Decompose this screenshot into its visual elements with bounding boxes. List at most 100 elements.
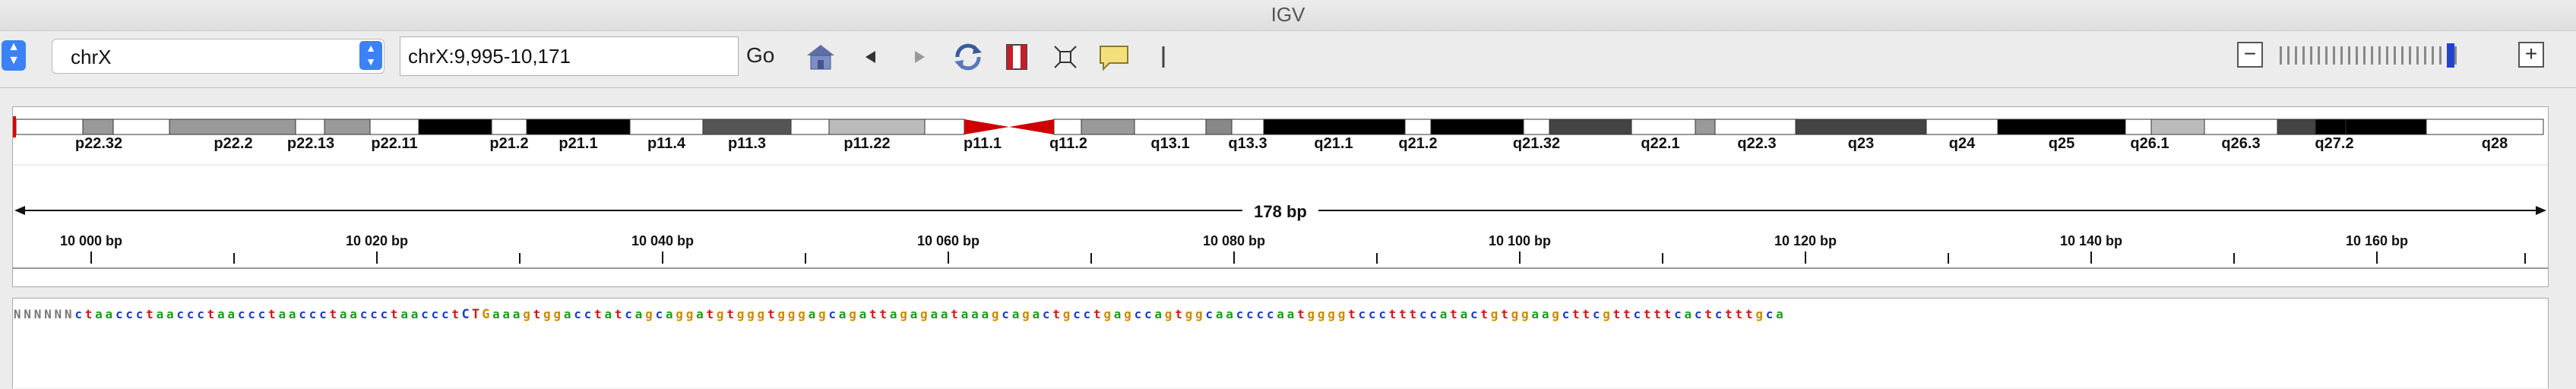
base: g	[1490, 307, 1498, 321]
resize-icon[interactable]	[1052, 42, 1079, 72]
zoom-tick[interactable]	[2454, 46, 2457, 65]
zoom-tick[interactable]	[2386, 46, 2388, 65]
base: t	[1582, 307, 1590, 321]
base: a	[1541, 307, 1549, 321]
zoom-tick[interactable]	[2378, 46, 2381, 65]
zoom-tick[interactable]	[2409, 46, 2411, 65]
base: a	[604, 307, 612, 321]
base: a	[1286, 307, 1295, 321]
span-arrow-left	[14, 206, 25, 215]
base: a	[95, 307, 103, 321]
base: c	[431, 307, 439, 321]
chromosome-dropdown[interactable]: chrX ▲ ▼	[52, 39, 385, 74]
base: c	[1073, 307, 1081, 321]
refresh-icon[interactable]	[951, 42, 985, 72]
band-label: p21.1	[559, 135, 597, 152]
base: t	[1450, 307, 1457, 321]
ideogram-band	[295, 119, 325, 135]
zoom-tick[interactable]	[2424, 46, 2426, 65]
base: t	[1388, 307, 1397, 321]
zoom-tick[interactable]	[2333, 46, 2335, 65]
ideogram-band	[1134, 119, 1207, 135]
locus-input[interactable]: chrX:9,995-10,171	[400, 36, 739, 76]
base: c	[1236, 307, 1244, 321]
zoom-tick[interactable]	[2439, 46, 2442, 65]
base: a	[808, 307, 816, 321]
zoom-tick[interactable]	[2302, 46, 2305, 65]
base: g	[1511, 307, 1519, 321]
base: c	[828, 307, 837, 321]
ideogram-band	[526, 119, 631, 135]
base: g	[849, 307, 856, 321]
band-label: q24	[1949, 135, 1976, 152]
base: c	[125, 307, 133, 321]
zoom-tick[interactable]	[2348, 46, 2350, 65]
span-label-bg	[1242, 200, 1318, 221]
zoom-tick[interactable]	[2394, 46, 2396, 65]
chromosome-value: chrX	[71, 46, 112, 68]
ideogram-and-ruler[interactable]: p22.32 p22.2 p22.13 p22.11 p21.2 p21.1 p11.4 p1…	[13, 107, 2548, 286]
ideogram-band	[2426, 119, 2544, 135]
back-icon[interactable]	[862, 42, 880, 72]
zoom-tick[interactable]	[2325, 46, 2328, 65]
forward-icon[interactable]	[910, 42, 929, 72]
zoom-tick[interactable]	[2432, 46, 2434, 65]
base: c	[319, 307, 327, 321]
zoom-tick[interactable]	[2371, 46, 2373, 65]
base: c	[574, 307, 581, 321]
base: a	[930, 307, 938, 321]
base: g	[1062, 307, 1071, 321]
zoom-tick[interactable]	[2416, 46, 2419, 65]
zoom-slider[interactable]	[2280, 43, 2462, 68]
base: a	[1011, 307, 1020, 321]
zoom-tick[interactable]	[2295, 46, 2297, 65]
home-icon[interactable]	[804, 42, 837, 72]
zoom-out-button[interactable]: −	[2237, 42, 2263, 68]
zoom-tick[interactable]	[2287, 46, 2290, 65]
zoom-in-button[interactable]: +	[2518, 42, 2544, 68]
popup-info-icon[interactable]	[1097, 42, 1131, 72]
base: a	[665, 307, 673, 321]
go-button[interactable]: Go	[746, 43, 775, 67]
base: a	[400, 307, 408, 321]
band-label: p11.1	[964, 135, 1002, 152]
base: g	[1603, 307, 1610, 321]
base: c	[1633, 307, 1641, 321]
zoom-tick[interactable]	[2318, 46, 2320, 65]
base: N	[64, 307, 72, 321]
base: c	[1134, 307, 1142, 321]
base: c	[299, 307, 306, 321]
base: t	[951, 307, 958, 321]
base: c	[1592, 307, 1600, 321]
ruler-toggle-icon[interactable]	[1158, 42, 1169, 72]
ideogram-band	[1053, 119, 1082, 135]
base: c	[1266, 307, 1274, 321]
zoom-tick[interactable]	[2401, 46, 2404, 65]
band-label: q11.2	[1049, 135, 1087, 152]
zoom-tick[interactable]	[2447, 43, 2454, 68]
base: c	[1378, 307, 1386, 321]
ruler-tick-label: 10 080 bp	[1203, 233, 1265, 248]
base: c	[1562, 307, 1570, 321]
zoom-tick[interactable]	[2280, 46, 2282, 65]
ruler-tick-label: 10 040 bp	[631, 233, 694, 248]
zoom-tick[interactable]	[2310, 46, 2312, 65]
band-label: p11.3	[728, 135, 766, 152]
genome-selector-arrows-icon[interactable]: ▲ ▼	[2, 40, 26, 71]
band-label: q23	[1848, 135, 1874, 152]
zoom-tick[interactable]	[2363, 46, 2366, 65]
base: t	[594, 307, 602, 321]
base: a	[166, 307, 174, 321]
zoom-tick[interactable]	[2356, 46, 2358, 65]
base: t	[1623, 307, 1631, 321]
ideogram-band	[2315, 119, 2347, 135]
ideogram-band	[1714, 119, 1796, 135]
chevron-updown-icon: ▲ ▼	[359, 41, 382, 70]
base: g	[1328, 307, 1335, 321]
region-of-interest-icon[interactable]	[1003, 42, 1030, 72]
base: a	[859, 307, 867, 321]
zoom-tick[interactable]	[2340, 46, 2343, 65]
ideogram-band	[790, 119, 830, 135]
band-label: p22.32	[75, 135, 122, 152]
band-label: q13.1	[1150, 135, 1189, 152]
